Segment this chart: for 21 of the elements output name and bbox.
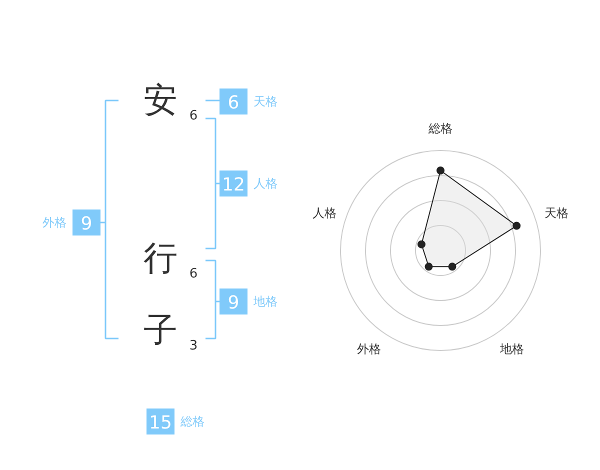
data-label: 6 bbox=[189, 266, 198, 282]
data-label: 9 bbox=[228, 292, 240, 314]
data-label: 12 bbox=[222, 174, 245, 196]
category-label: 総格 bbox=[180, 414, 204, 428]
category-label: 地格 bbox=[252, 294, 278, 308]
data-label: 9 bbox=[80, 214, 92, 234]
spoke-label: 地格 bbox=[499, 342, 524, 356]
data-label: 6 bbox=[228, 92, 240, 114]
category-label: 人格 bbox=[254, 176, 278, 190]
spoke-label: 外格 bbox=[356, 342, 381, 356]
spoke-label: 総格 bbox=[428, 122, 452, 136]
data-label: 6 bbox=[189, 108, 198, 124]
data-label: 15 bbox=[149, 412, 172, 434]
category-label: 天格 bbox=[254, 94, 278, 108]
category-label: 行 bbox=[144, 238, 178, 278]
data-label: 3 bbox=[189, 338, 198, 354]
category-label: 安 bbox=[144, 80, 178, 120]
category-label: 子 bbox=[144, 310, 178, 350]
spoke-label: 天格 bbox=[544, 206, 569, 220]
category-label: 外格 bbox=[42, 216, 66, 230]
spoke-label: 人格 bbox=[312, 206, 336, 220]
